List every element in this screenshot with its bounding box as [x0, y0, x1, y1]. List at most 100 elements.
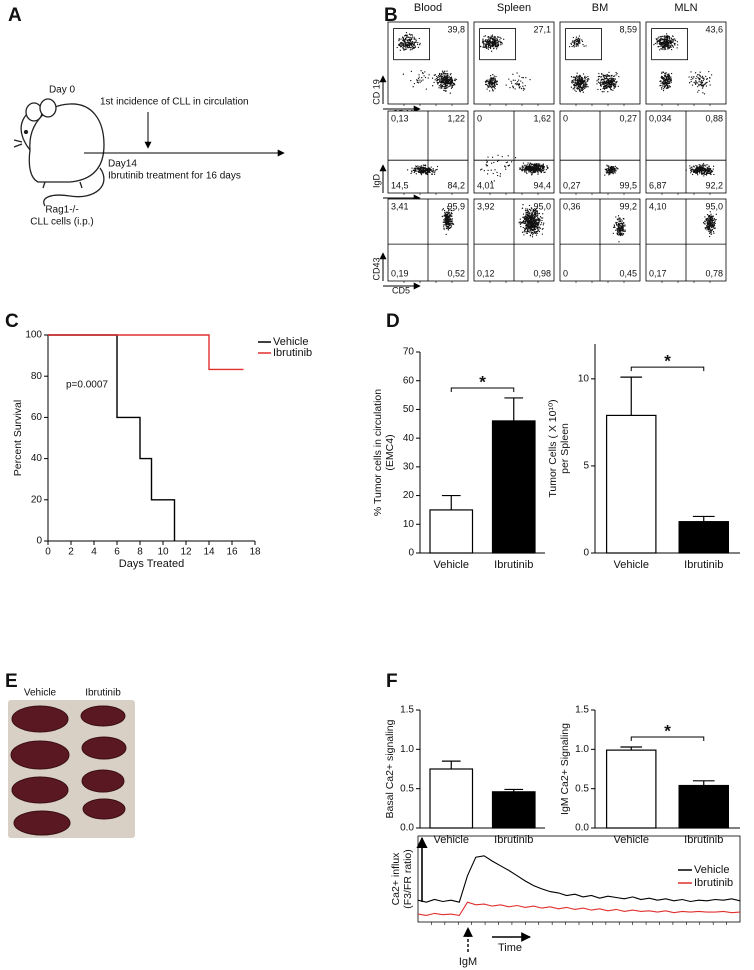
bar — [678, 521, 729, 554]
quadrant-value: 0,19 — [391, 268, 409, 278]
x-tick-label: Vehicle — [434, 834, 469, 846]
gate-value: 27,1 — [533, 24, 551, 34]
flow-dots — [441, 206, 455, 236]
significance-marker: * — [479, 372, 486, 391]
x-axis-label: Days Treated — [119, 558, 184, 570]
quadrant-value: 6,87 — [649, 180, 667, 190]
legend-label: Vehicle — [273, 336, 308, 348]
flow-plot-frame — [387, 21, 469, 105]
panel-label: C — [5, 311, 19, 332]
y-axis-label: Basal Ca2+ signaling — [384, 719, 396, 818]
quadrant-value: 99,5 — [619, 180, 637, 190]
survival-line — [48, 334, 176, 541]
y-tick-label: 30 — [403, 461, 415, 472]
quadrant-value: 3,92 — [477, 201, 495, 211]
quadrant-value: 0,88 — [705, 113, 723, 123]
y-tick-label: 0.0 — [400, 823, 414, 834]
quadrant-value: 0,12 — [477, 268, 495, 278]
y-tick-label: 0.5 — [400, 783, 414, 794]
y-tick-label: 50 — [403, 404, 415, 415]
quadrant-value: 84,2 — [447, 180, 465, 190]
quadrant-value: 0,27 — [619, 113, 637, 123]
trace-line — [417, 855, 741, 903]
schema-label: 1st incidence of CLL in circulation — [100, 97, 249, 108]
y-tick-label: 10 — [403, 519, 415, 530]
flow-dots — [702, 211, 717, 238]
significance-bracket — [630, 366, 705, 372]
spleen-photo — [8, 700, 135, 838]
flow-y-label: IgD — [371, 174, 381, 189]
quadrant-value: 92,2 — [705, 180, 723, 190]
bar — [605, 749, 657, 829]
y-tick-label: 5 — [583, 461, 589, 472]
bar — [678, 784, 729, 829]
stimulus-label: IgM — [459, 956, 477, 968]
legend-label: Vehicle — [694, 864, 729, 876]
x-tick-label: 14 — [203, 547, 215, 558]
x-tick-label: Ibrutinib — [494, 834, 533, 846]
gate — [651, 28, 688, 61]
x-tick-label: 10 — [157, 547, 169, 558]
flow-plot-frame — [473, 21, 555, 105]
schema-label: Ibrutinib treatment for 16 days — [108, 171, 241, 182]
column-header: BM — [592, 2, 609, 14]
quadrant-value: 0 — [477, 113, 482, 123]
x-tick-label: 18 — [249, 547, 261, 558]
y-axis-label: IgM Ca2+ Signaling — [559, 723, 571, 815]
x-tick-label: Vehicle — [614, 559, 649, 571]
x-tick-label: 16 — [226, 547, 238, 558]
y-tick-label: 1.5 — [575, 705, 589, 716]
bar — [491, 420, 536, 554]
flow-dots — [612, 215, 626, 243]
column-header: Spleen — [497, 2, 531, 14]
quadrant-value: 0,45 — [619, 268, 637, 278]
y-axis-label: Tumor Cells ( X 10¹⁰) — [547, 399, 559, 497]
significance-bracket — [630, 736, 705, 741]
y-tick-label: 60 — [403, 375, 415, 386]
y-tick-label: 0 — [408, 548, 414, 559]
quadrant-value: 0,52 — [447, 268, 465, 278]
bar — [429, 509, 474, 554]
y-tick-label: 20 — [403, 490, 415, 501]
schema-label: CLL cells (i.p.) — [30, 217, 94, 228]
quadrant-value: 4,01 — [477, 180, 495, 190]
x-tick-label: Vehicle — [434, 559, 469, 571]
flow-dots — [479, 154, 549, 183]
quadrant-value: 0,13 — [391, 113, 409, 123]
schema-label: Day 0 — [49, 85, 76, 96]
x-tick-label: Ibrutinib — [494, 559, 533, 571]
y-tick-label: 1.0 — [400, 744, 414, 755]
gate — [565, 28, 602, 61]
y-tick-label: 70 — [403, 347, 415, 358]
bar — [429, 768, 474, 829]
flow-plot-frame — [645, 21, 727, 105]
flow-dots — [518, 204, 545, 238]
y-tick-label: 60 — [31, 412, 43, 423]
flow-dots — [604, 164, 619, 176]
quadrant-value: 0,27 — [563, 180, 581, 190]
panel-label: D — [386, 311, 400, 332]
y-axis-label: Ca2+ influx — [390, 852, 402, 906]
flow-plot-frame — [559, 21, 641, 105]
quadrant-value: 94,4 — [533, 180, 551, 190]
y-tick-label: 40 — [403, 433, 415, 444]
column-header: Blood — [414, 2, 442, 14]
y-axis-label: (EMC4) — [384, 434, 396, 470]
quadrant-value: 0 — [563, 268, 568, 278]
photo-label: Ibrutinib — [85, 688, 121, 699]
gate-value: 39,8 — [447, 24, 465, 34]
quadrant-value: 1,62 — [533, 113, 551, 123]
quadrant-value: 0,17 — [649, 268, 667, 278]
survival-line — [48, 334, 244, 371]
quadrant-value: 99,2 — [619, 201, 637, 211]
quadrant-value: 0,98 — [533, 268, 551, 278]
legend-label: Ibrutinib — [694, 877, 733, 889]
quadrant-value: 14,5 — [391, 180, 409, 190]
panel-label: B — [384, 5, 398, 26]
x-tick-label: 8 — [137, 547, 143, 558]
flow-dots — [479, 34, 531, 92]
flow-dots — [653, 33, 713, 95]
flow-dots — [406, 164, 439, 176]
